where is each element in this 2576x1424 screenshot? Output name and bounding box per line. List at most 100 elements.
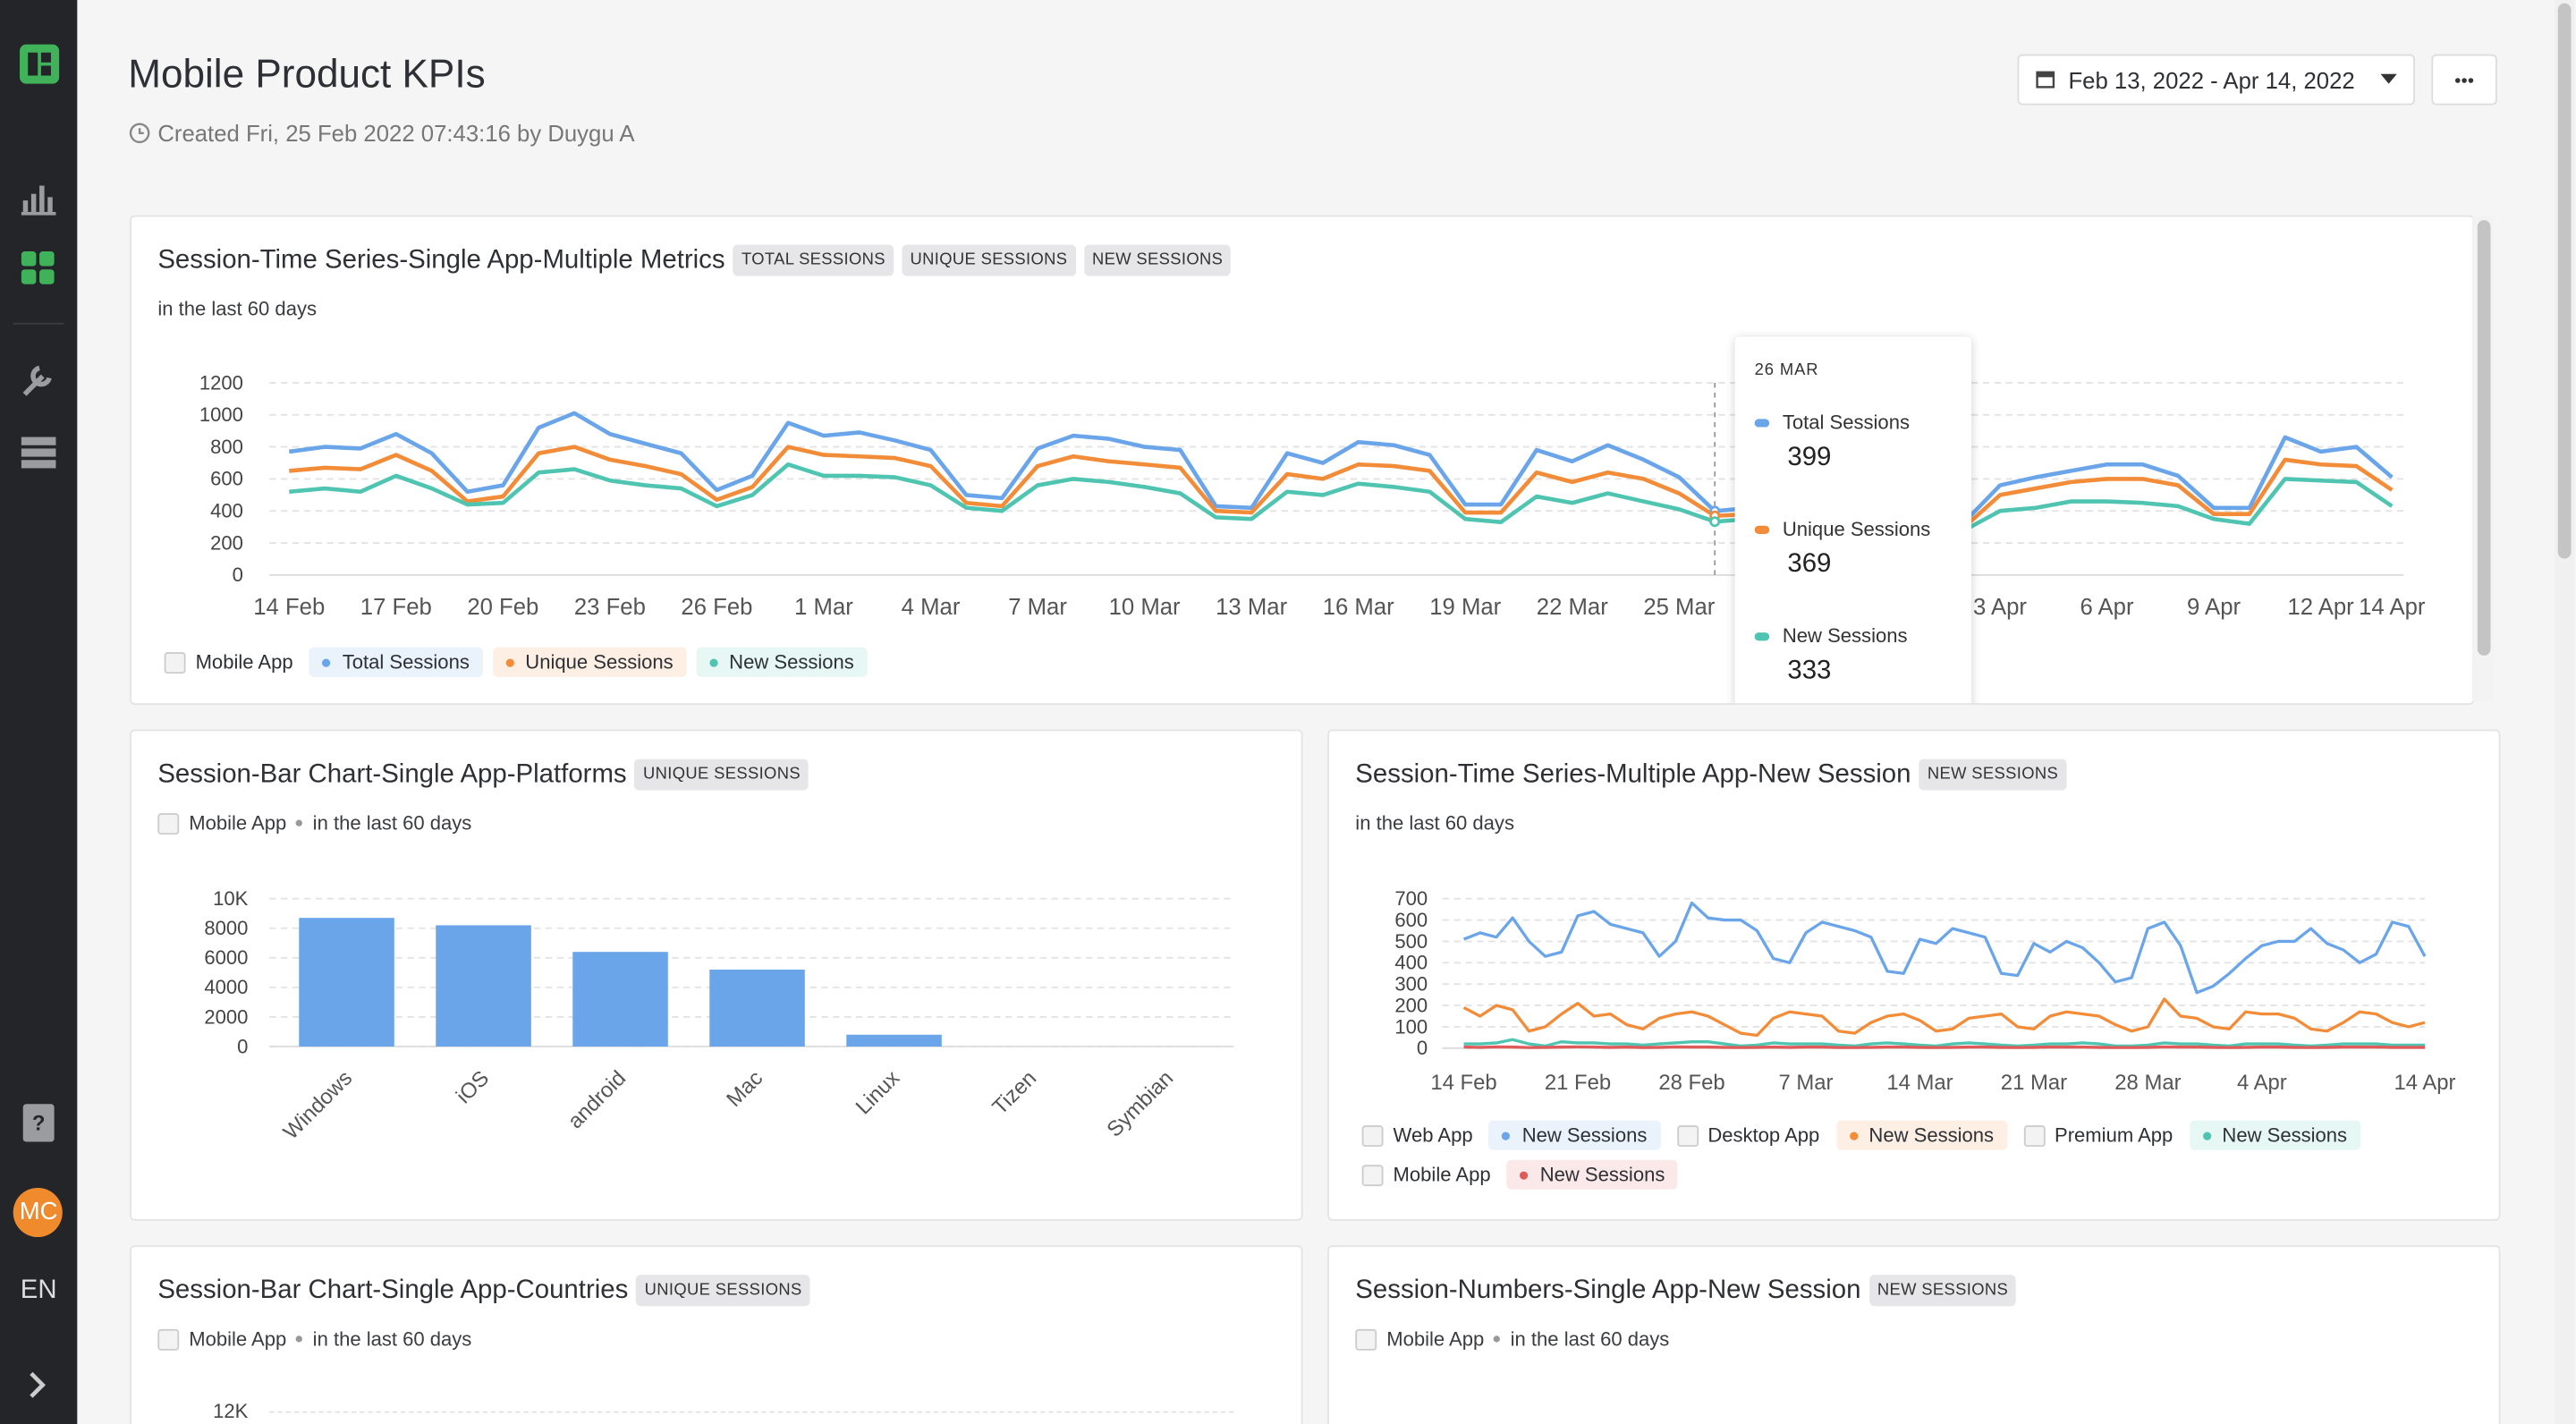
data-icon[interactable] [21,437,56,469]
x-tick-label: 4 Mar [902,595,961,620]
x-tick-label: 20 Feb [467,595,538,620]
x-tick-label: Linux [852,1066,904,1119]
card-scrollbar[interactable] [2472,215,2495,702]
y-tick-label: 200 [210,531,243,554]
more-button[interactable] [2431,54,2497,106]
bar [846,1034,942,1047]
y-tick-label: 12K [213,1399,249,1423]
x-tick-label: 19 Mar [1429,595,1501,620]
help-icon[interactable] [22,1104,55,1142]
y-tick-label: 1200 [199,371,243,394]
y-tick-label: 0 [1417,1037,1428,1059]
page-scrollbar[interactable] [2555,0,2575,1424]
logo[interactable] [20,44,60,84]
x-tick-label: 22 Mar [1537,595,1608,620]
created-info: Created Fri, 25 Feb 2022 07:43:16 by Duy… [157,120,635,147]
y-tick-label: 400 [1394,952,1428,974]
y-tick-label: 8000 [204,917,248,939]
card-title: Session-Numbers-Single App-New Session [1355,1276,1861,1304]
tools-icon[interactable] [22,365,52,396]
legend-swatch [322,657,331,666]
x-tick-label: 7 Mar [1778,1071,1833,1095]
series-line [288,411,2394,530]
legend-label: New Sessions [2222,1123,2348,1148]
avatar[interactable] [13,1187,63,1238]
line-chart: 0 200 400 600 800 1000 1200 14 Feb 17 Feb 20 Feb 2… [199,371,2426,620]
grid-line [269,1411,1234,1413]
metric-tag: UNIQUE SESSIONS [634,759,809,791]
dashboards-icon[interactable] [21,251,55,284]
x-tick-label: 9 Apr [2187,595,2241,620]
hover-point [1709,516,1721,528]
tooltip-date: 26 MAR [1754,361,1819,380]
x-tick-label: 4 Apr [2237,1071,2287,1095]
legend-item: New Sessions [2189,1120,2360,1150]
app-label: Mobile App [189,1327,287,1351]
legend-item: Total Sessions [309,647,483,677]
page-title: Mobile Product KPIs [128,52,486,97]
legend-item: New Sessions [1506,1159,1679,1190]
numbers-card: Session-Numbers-Single App-New Session NE… [1327,1245,2501,1424]
x-tick-label: 25 Mar [1643,595,1715,620]
x-tick-label: Windows [279,1066,358,1145]
card-subtitle: in the last 60 days [157,297,318,321]
x-tick-label: 13 Mar [1216,595,1287,620]
reports-icon[interactable] [21,185,56,216]
x-tick-label: 28 Mar [2114,1071,2181,1095]
legend-app: Mobile App [157,648,300,677]
card-title: Session-Time Series-Single App-Multiple … [157,245,725,274]
y-tick-label: 4000 [204,976,248,998]
x-tick-label: 14 Mar [1886,1071,1953,1095]
chart-card: Session-Time Series-Single App-Multiple … [130,215,2475,705]
legend-app: Web App [1355,1121,1479,1150]
chart-card: Session-Bar Chart-Single App-Platforms UN… [130,729,1303,1221]
app-label: Mobile App [1386,1327,1485,1351]
y-tick-label: 800 [210,436,243,458]
avatar-initials: MC [19,1197,58,1226]
legend-label: New Sessions [1868,1123,1995,1148]
legend-swatch [1520,1170,1529,1179]
tooltip-series: Unique Sessions [1782,517,1931,541]
bar [572,952,668,1047]
series-line [1462,901,2427,995]
date-range-picker[interactable]: Feb 13, 2022 - Apr 14, 2022 [2017,54,2416,106]
series-line [1463,1038,2426,1048]
tooltip: 26 MAR Total Sessions 399 Unique Session… [1734,336,1972,704]
metric-tag: UNIQUE SESSIONS [636,1275,810,1307]
x-tick-label: 12 Apr [2287,595,2354,620]
y-tick-label: 1000 [199,403,243,426]
date-range: Feb 13, 2022 - Apr 14, 2022 [2068,67,2355,94]
x-tick-label: 6 Apr [2080,595,2133,620]
y-tick-label: 500 [1394,930,1428,953]
x-tick-label: 14 Feb [1430,1071,1496,1095]
x-tick-label: 26 Feb [681,595,752,620]
x-tick-label: 28 Feb [1658,1071,1724,1095]
card-title: Session-Bar Chart-Single App-Platforms [157,759,627,788]
x-tick-label: 1 Mar [794,595,853,620]
x-tick-label: 3 Apr [1973,595,2027,620]
x-tick-label: 14 Apr [2394,1071,2456,1095]
metric-tag: TOTAL SESSIONS [733,244,894,276]
x-tick-label: Tizen [987,1066,1041,1120]
y-tick-label: 0 [237,1035,248,1057]
card-subtitle: in the last 60 days [312,1327,472,1351]
expand-icon[interactable] [30,1371,47,1398]
legend-label: New Sessions [729,650,854,674]
y-tick-label: 600 [1394,909,1428,931]
legend-label: Unique Sessions [525,650,674,674]
y-tick-label: 300 [1394,973,1428,996]
card-subtitle: in the last 60 days [1510,1327,1670,1351]
x-tick-label: 17 Feb [360,595,432,620]
legend-swatch [505,657,514,666]
card-title: Session-Bar Chart-Single App-Countries [157,1276,629,1304]
y-tick-label: 6000 [204,946,248,969]
y-tick-label: 10K [213,887,249,910]
language[interactable]: EN [20,1276,57,1305]
legend-app-label: Mobile App [1393,1163,1491,1187]
clock-icon [129,123,150,144]
y-tick-label: 100 [1394,1015,1428,1038]
x-tick-label: 10 Mar [1109,595,1181,620]
